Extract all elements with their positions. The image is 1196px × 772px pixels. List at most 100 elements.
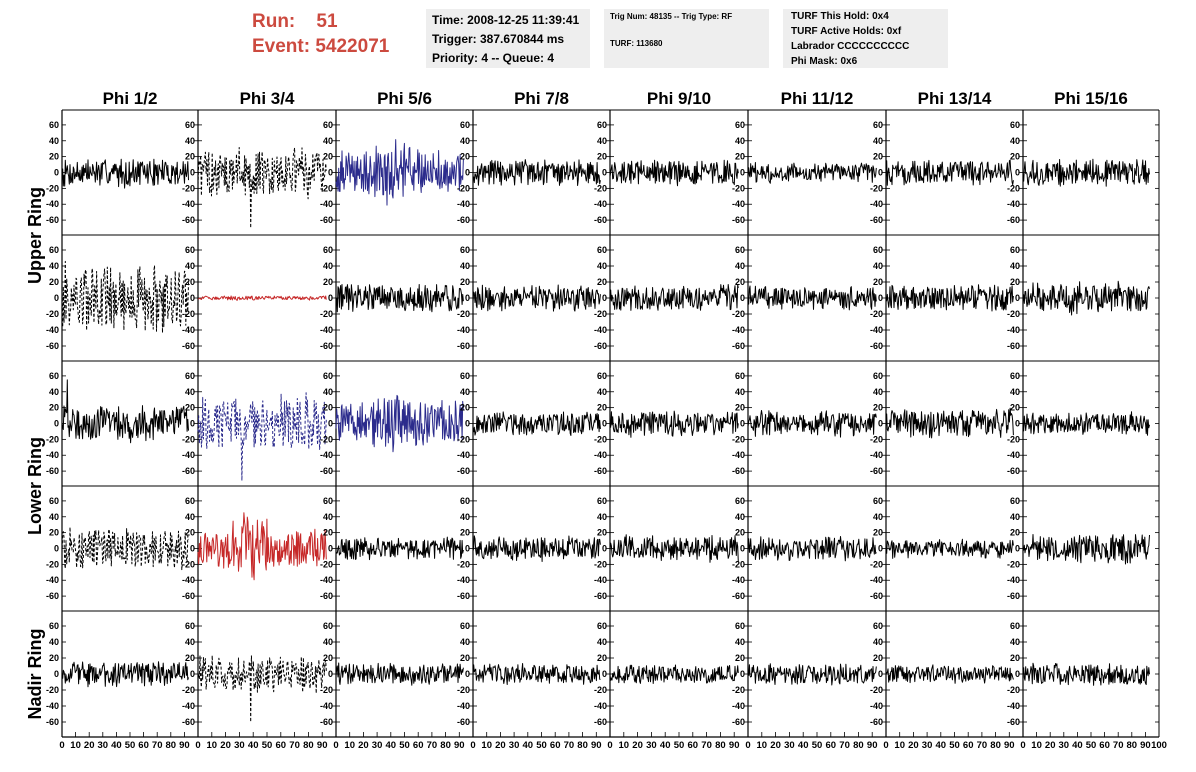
y-tick-label: 0 [878,419,883,429]
y-tick-label: -40 [732,325,745,335]
y-tick-label: 0 [602,293,607,303]
y-tick-label: 40 [49,387,59,397]
waveform-trace [197,655,327,723]
y-tick-label: -60 [320,341,333,351]
y-tick-label: 60 [597,120,607,130]
y-tick-label: 0 [328,544,333,554]
y-tick-label: -60 [594,466,607,476]
y-tick-label: 20 [49,152,59,162]
y-tick-label: -40 [46,325,59,335]
y-tick-label: 60 [49,496,59,506]
y-tick-label: 20 [735,277,745,287]
y-tick-label: -20 [457,685,470,695]
event-header: Run: 51 Event: 5422071 Time: 2008-12-25 … [0,0,1196,80]
x-tick-label: 10 [70,740,81,751]
y-tick-label: 0 [465,669,470,679]
x-tick-label: 50 [1086,740,1097,751]
y-tick-label: 60 [735,245,745,255]
y-tick-label: 40 [49,261,59,271]
y-tick-label: -60 [732,215,745,225]
y-tick-label: 20 [873,528,883,538]
y-tick-label: 20 [460,403,470,413]
y-tick-label: 40 [597,261,607,271]
y-tick-label: 20 [1010,653,1020,663]
x-tick-label: 0 [195,740,200,751]
x-tick-label: 0 [470,740,475,751]
column-header: Phi 5/6 [377,89,432,108]
y-tick-label: -40 [1007,199,1020,209]
y-tick-label: -60 [594,215,607,225]
x-tick-label: 40 [660,740,671,751]
y-tick-label: -20 [320,309,333,319]
y-tick-label: -40 [182,701,195,711]
y-tick-label: 40 [1010,261,1020,271]
x-tick-label: 10 [481,740,492,751]
y-tick-label: 60 [1010,496,1020,506]
x-tick-label: 0 [607,740,612,751]
y-tick-label: 40 [873,261,883,271]
y-tick-label: -40 [870,701,883,711]
y-tick-label: 20 [49,277,59,287]
y-tick-label: 0 [54,168,59,178]
y-tick-label: -40 [457,575,470,585]
y-tick-label: -40 [1007,575,1020,585]
y-tick-label: -60 [46,717,59,727]
x-tick-label: 100 [1151,740,1167,751]
y-tick-label: -20 [46,183,59,193]
y-tick-label: -20 [732,183,745,193]
y-tick-label: 60 [873,371,883,381]
y-tick-label: -60 [1007,591,1020,601]
waveform-trace [335,394,464,453]
waveform-trace [472,284,601,312]
y-tick-label: 0 [878,544,883,554]
y-tick-label: 40 [597,512,607,522]
x-tick-label: 70 [977,740,988,751]
y-tick-label: 40 [1010,512,1020,522]
phi-mask-line: Phi Mask: 0x6 [791,56,858,67]
y-tick-label: 40 [597,637,607,647]
y-tick-label: -60 [182,466,195,476]
x-tick-label: 30 [1059,740,1070,751]
x-tick-label: 50 [949,740,960,751]
y-tick-label: -20 [182,685,195,695]
y-tick-label: 60 [873,120,883,130]
y-tick-label: -60 [320,215,333,225]
x-tick-label: 10 [619,740,630,751]
y-tick-label: -40 [594,325,607,335]
y-tick-label: 60 [735,371,745,381]
waveform-trace [472,411,601,436]
y-tick-label: 40 [1010,136,1020,146]
y-tick-label: 60 [1010,120,1020,130]
x-tick-label: 20 [220,740,231,751]
x-tick-label: 70 [564,740,575,751]
y-tick-label: 60 [873,621,883,631]
y-tick-label: 0 [190,419,195,429]
y-tick-label: -20 [182,309,195,319]
y-tick-label: 60 [185,371,195,381]
waveform-trace [472,159,601,186]
y-tick-label: 40 [597,387,607,397]
y-tick-label: -40 [320,325,333,335]
x-tick-label: 40 [523,740,534,751]
y-tick-label: 60 [185,621,195,631]
waveform-trace [1022,411,1150,436]
y-tick-label: 0 [328,293,333,303]
y-tick-label: 40 [735,387,745,397]
x-tick-label: 0 [883,740,888,751]
y-tick-label: -40 [870,450,883,460]
column-header: Phi 13/14 [918,89,992,108]
y-tick-label: 40 [49,512,59,522]
y-tick-label: 40 [1010,387,1020,397]
event-label: Event: [252,36,311,57]
y-tick-label: -40 [1007,325,1020,335]
x-tick-label: 50 [812,740,823,751]
y-tick-label: 40 [873,136,883,146]
x-tick-label: 40 [111,740,122,751]
x-tick-label: 20 [84,740,95,751]
y-tick-label: 0 [1015,669,1020,679]
y-tick-label: 40 [185,387,195,397]
x-tick-label: 60 [963,740,974,751]
y-tick-label: 60 [323,120,333,130]
x-tick-label: 30 [234,740,245,751]
x-tick-label: 10 [207,740,218,751]
